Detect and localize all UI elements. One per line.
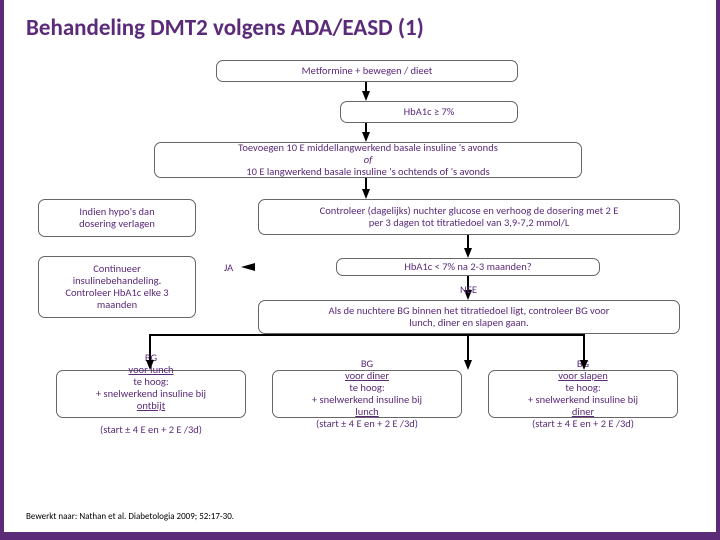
connector-hline: [150, 334, 584, 336]
arrow-head: [146, 360, 154, 370]
flow-box-b5: Controleer (dagelijks) nuchter glucose e…: [258, 199, 680, 235]
slide-title: Behandeling DMT2 volgens ADA/EASD (1): [26, 14, 424, 42]
flow-box-b11: BG voor slapen te hoog:+ snelwerkend ins…: [488, 370, 678, 418]
arrow-stem: [467, 334, 469, 362]
flow-box-b10: BG voor diner te hoog:+ snelwerkend insu…: [272, 370, 462, 418]
footnote: Bewerkt naar: Nathan et al. Diabetologia…: [26, 511, 234, 522]
arrow-ja: [241, 263, 255, 271]
flow-box-b4: Indien hypo's dandosering verlagen: [38, 199, 196, 237]
arrow-head: [464, 248, 472, 258]
flow-box-b1: Metformine + bewegen / dieet: [216, 60, 518, 82]
flow-box-b7: HbA1c < 7% na 2-3 maanden?: [336, 258, 600, 276]
flow-box-b6: Continueerinsulinebehandeling.Controleer…: [38, 256, 196, 318]
flow-box-b2: HbA1c ≥ 7%: [340, 101, 518, 123]
arrow-stem: [149, 334, 151, 362]
arrow-head: [362, 189, 370, 199]
label-ja: JA: [224, 262, 233, 274]
flow-box-b9: BG voor lunch te hoog:+ snelwerkend insu…: [56, 370, 246, 418]
label-nee: NEE: [460, 284, 477, 296]
arrow-head: [362, 132, 370, 142]
arrow-stem: [583, 334, 585, 362]
flow-box-b8: Als de nuchtere BG binnen het titratiedo…: [258, 300, 680, 334]
arrow-head: [464, 360, 472, 370]
flow-box-b3: Toevoegen 10 E middellangwerkend basale …: [154, 142, 582, 178]
arrow-head: [362, 91, 370, 101]
arrow-head: [580, 360, 588, 370]
